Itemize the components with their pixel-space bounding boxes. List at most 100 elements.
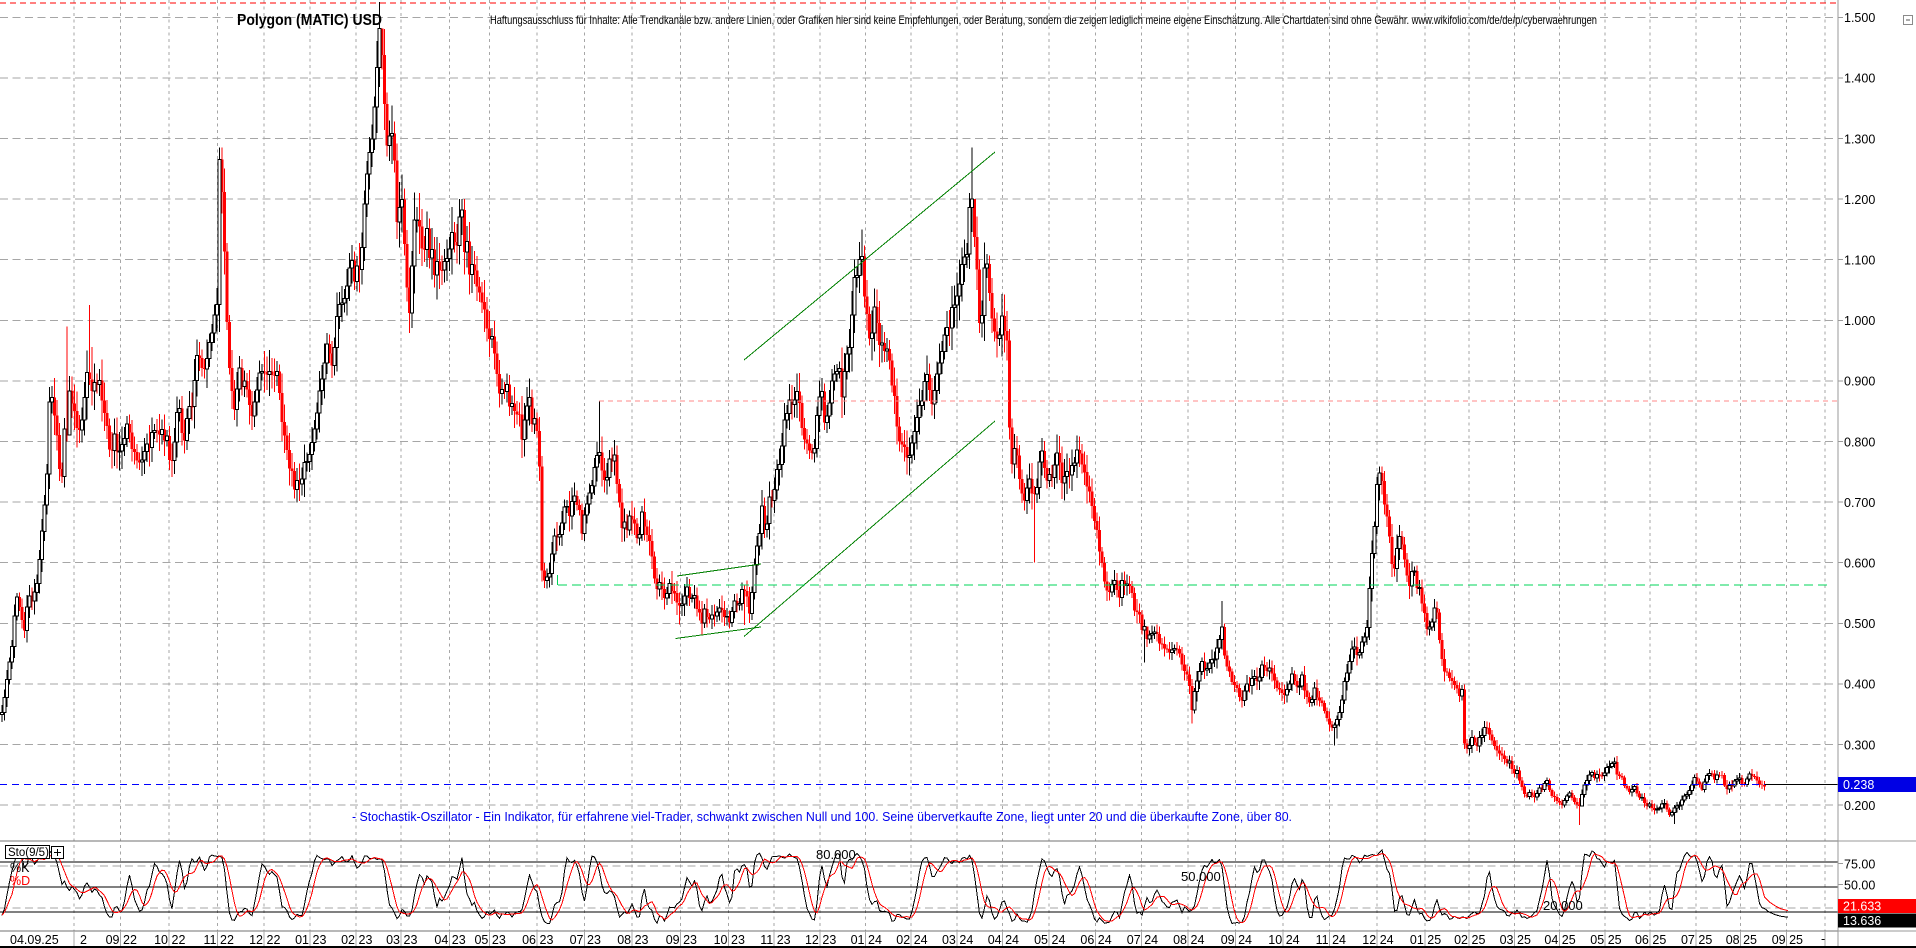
svg-text:Sto(9/5): Sto(9/5): [8, 847, 49, 859]
svg-text:%D: %D: [10, 874, 30, 888]
svg-text:13.636: 13.636: [1843, 914, 1881, 928]
svg-text:25: 25: [1789, 933, 1803, 947]
svg-text:01: 01: [851, 933, 865, 947]
svg-text:07: 07: [1681, 933, 1695, 947]
svg-text:1.100: 1.100: [1844, 254, 1875, 268]
svg-text:10: 10: [714, 933, 728, 947]
svg-text:06: 06: [1635, 933, 1649, 947]
svg-text:21.633: 21.633: [1843, 900, 1881, 914]
svg-text:12: 12: [805, 933, 819, 947]
svg-text:0.800: 0.800: [1844, 435, 1875, 449]
svg-text:23: 23: [777, 933, 791, 947]
svg-text:22: 22: [220, 933, 234, 947]
svg-text:24: 24: [1286, 933, 1300, 947]
svg-text:0.400: 0.400: [1844, 678, 1875, 692]
svg-text:25: 25: [1608, 933, 1622, 947]
svg-text:04: 04: [1544, 933, 1558, 947]
svg-text:-: -: [1821, 932, 1825, 946]
svg-text:03: 03: [386, 933, 400, 947]
svg-text:23: 23: [359, 933, 373, 947]
svg-text:05: 05: [1590, 933, 1604, 947]
svg-text:23: 23: [683, 933, 697, 947]
svg-text:08: 08: [1173, 933, 1187, 947]
svg-text:0.200: 0.200: [1844, 799, 1875, 813]
svg-text:50.000: 50.000: [1181, 869, 1221, 884]
svg-text:11: 11: [1316, 933, 1329, 947]
svg-text:25: 25: [1472, 933, 1486, 947]
svg-text:0.700: 0.700: [1844, 496, 1875, 510]
svg-text:24: 24: [1191, 933, 1205, 947]
svg-text:0.500: 0.500: [1844, 617, 1875, 631]
svg-text:02: 02: [1454, 933, 1468, 947]
svg-text:25: 25: [1517, 933, 1531, 947]
svg-text:01: 01: [1410, 933, 1424, 947]
svg-text:02: 02: [341, 933, 355, 947]
svg-text:1.500: 1.500: [1844, 11, 1875, 25]
svg-text:- Stochastik-Oszillator - Ein: - Stochastik-Oszillator - Ein Indikator,…: [352, 809, 1292, 824]
svg-text:08: 08: [617, 933, 631, 947]
svg-text:24: 24: [1052, 933, 1066, 947]
svg-text:1.300: 1.300: [1844, 132, 1875, 146]
svg-text:06: 06: [1080, 933, 1094, 947]
svg-text:12: 12: [1362, 933, 1376, 947]
svg-text:%K: %K: [10, 861, 30, 875]
svg-text:07: 07: [570, 933, 584, 947]
svg-text:22: 22: [267, 933, 281, 947]
svg-text:23: 23: [587, 933, 601, 947]
svg-text:23: 23: [731, 933, 745, 947]
svg-text:0.238: 0.238: [1843, 778, 1874, 792]
svg-text:07: 07: [1127, 933, 1141, 947]
svg-text:0.900: 0.900: [1844, 375, 1875, 389]
svg-text:24: 24: [1005, 933, 1019, 947]
svg-text:25: 25: [1652, 933, 1666, 947]
svg-text:04: 04: [434, 933, 448, 947]
svg-text:09: 09: [1221, 933, 1235, 947]
svg-text:1.400: 1.400: [1844, 72, 1875, 86]
svg-text:25: 25: [1743, 933, 1757, 947]
svg-text:23: 23: [404, 933, 418, 947]
svg-text:02: 02: [896, 933, 910, 947]
svg-text:24: 24: [1380, 933, 1394, 947]
svg-text:04: 04: [988, 933, 1002, 947]
svg-text:24: 24: [1238, 933, 1252, 947]
svg-text:05: 05: [1034, 933, 1048, 947]
svg-text:04.09.25: 04.09.25: [10, 933, 59, 947]
svg-text:11: 11: [760, 933, 773, 947]
svg-text:23: 23: [313, 933, 327, 947]
svg-text:23: 23: [452, 933, 466, 947]
svg-text:23: 23: [635, 933, 649, 947]
svg-text:11: 11: [204, 933, 217, 947]
svg-text:09: 09: [106, 933, 120, 947]
svg-text:24: 24: [914, 933, 928, 947]
svg-text:10: 10: [154, 933, 168, 947]
svg-text:23: 23: [492, 933, 506, 947]
svg-text:23: 23: [540, 933, 554, 947]
svg-text:1.000: 1.000: [1844, 314, 1875, 328]
svg-text:80.000: 80.000: [816, 847, 856, 862]
svg-text:01: 01: [295, 933, 309, 947]
svg-text:0.600: 0.600: [1844, 557, 1875, 571]
svg-text:08: 08: [1726, 933, 1740, 947]
svg-text:24: 24: [1144, 933, 1158, 947]
svg-text:2: 2: [80, 933, 87, 947]
svg-text:22: 22: [172, 933, 186, 947]
svg-text:24: 24: [1098, 933, 1112, 947]
svg-text:10: 10: [1268, 933, 1282, 947]
svg-text:20.000: 20.000: [1543, 898, 1583, 913]
svg-text:22: 22: [123, 933, 137, 947]
svg-text:25: 25: [1427, 933, 1441, 947]
svg-text:50.00: 50.00: [1844, 878, 1875, 892]
svg-text:09: 09: [666, 933, 680, 947]
svg-text:24: 24: [959, 933, 973, 947]
svg-text:1.200: 1.200: [1844, 193, 1875, 207]
svg-text:12: 12: [249, 933, 263, 947]
svg-text:03: 03: [1500, 933, 1514, 947]
svg-text:24: 24: [868, 933, 882, 947]
svg-text:06: 06: [522, 933, 536, 947]
svg-text:23: 23: [822, 933, 836, 947]
svg-text:03: 03: [942, 933, 956, 947]
svg-text:0.300: 0.300: [1844, 738, 1875, 752]
svg-text:75.00: 75.00: [1844, 857, 1875, 871]
svg-text:05: 05: [474, 933, 488, 947]
svg-text:Haftungsausschluss für Inhalte: Haftungsausschluss für Inhalte: Alle Tre…: [490, 13, 1597, 27]
